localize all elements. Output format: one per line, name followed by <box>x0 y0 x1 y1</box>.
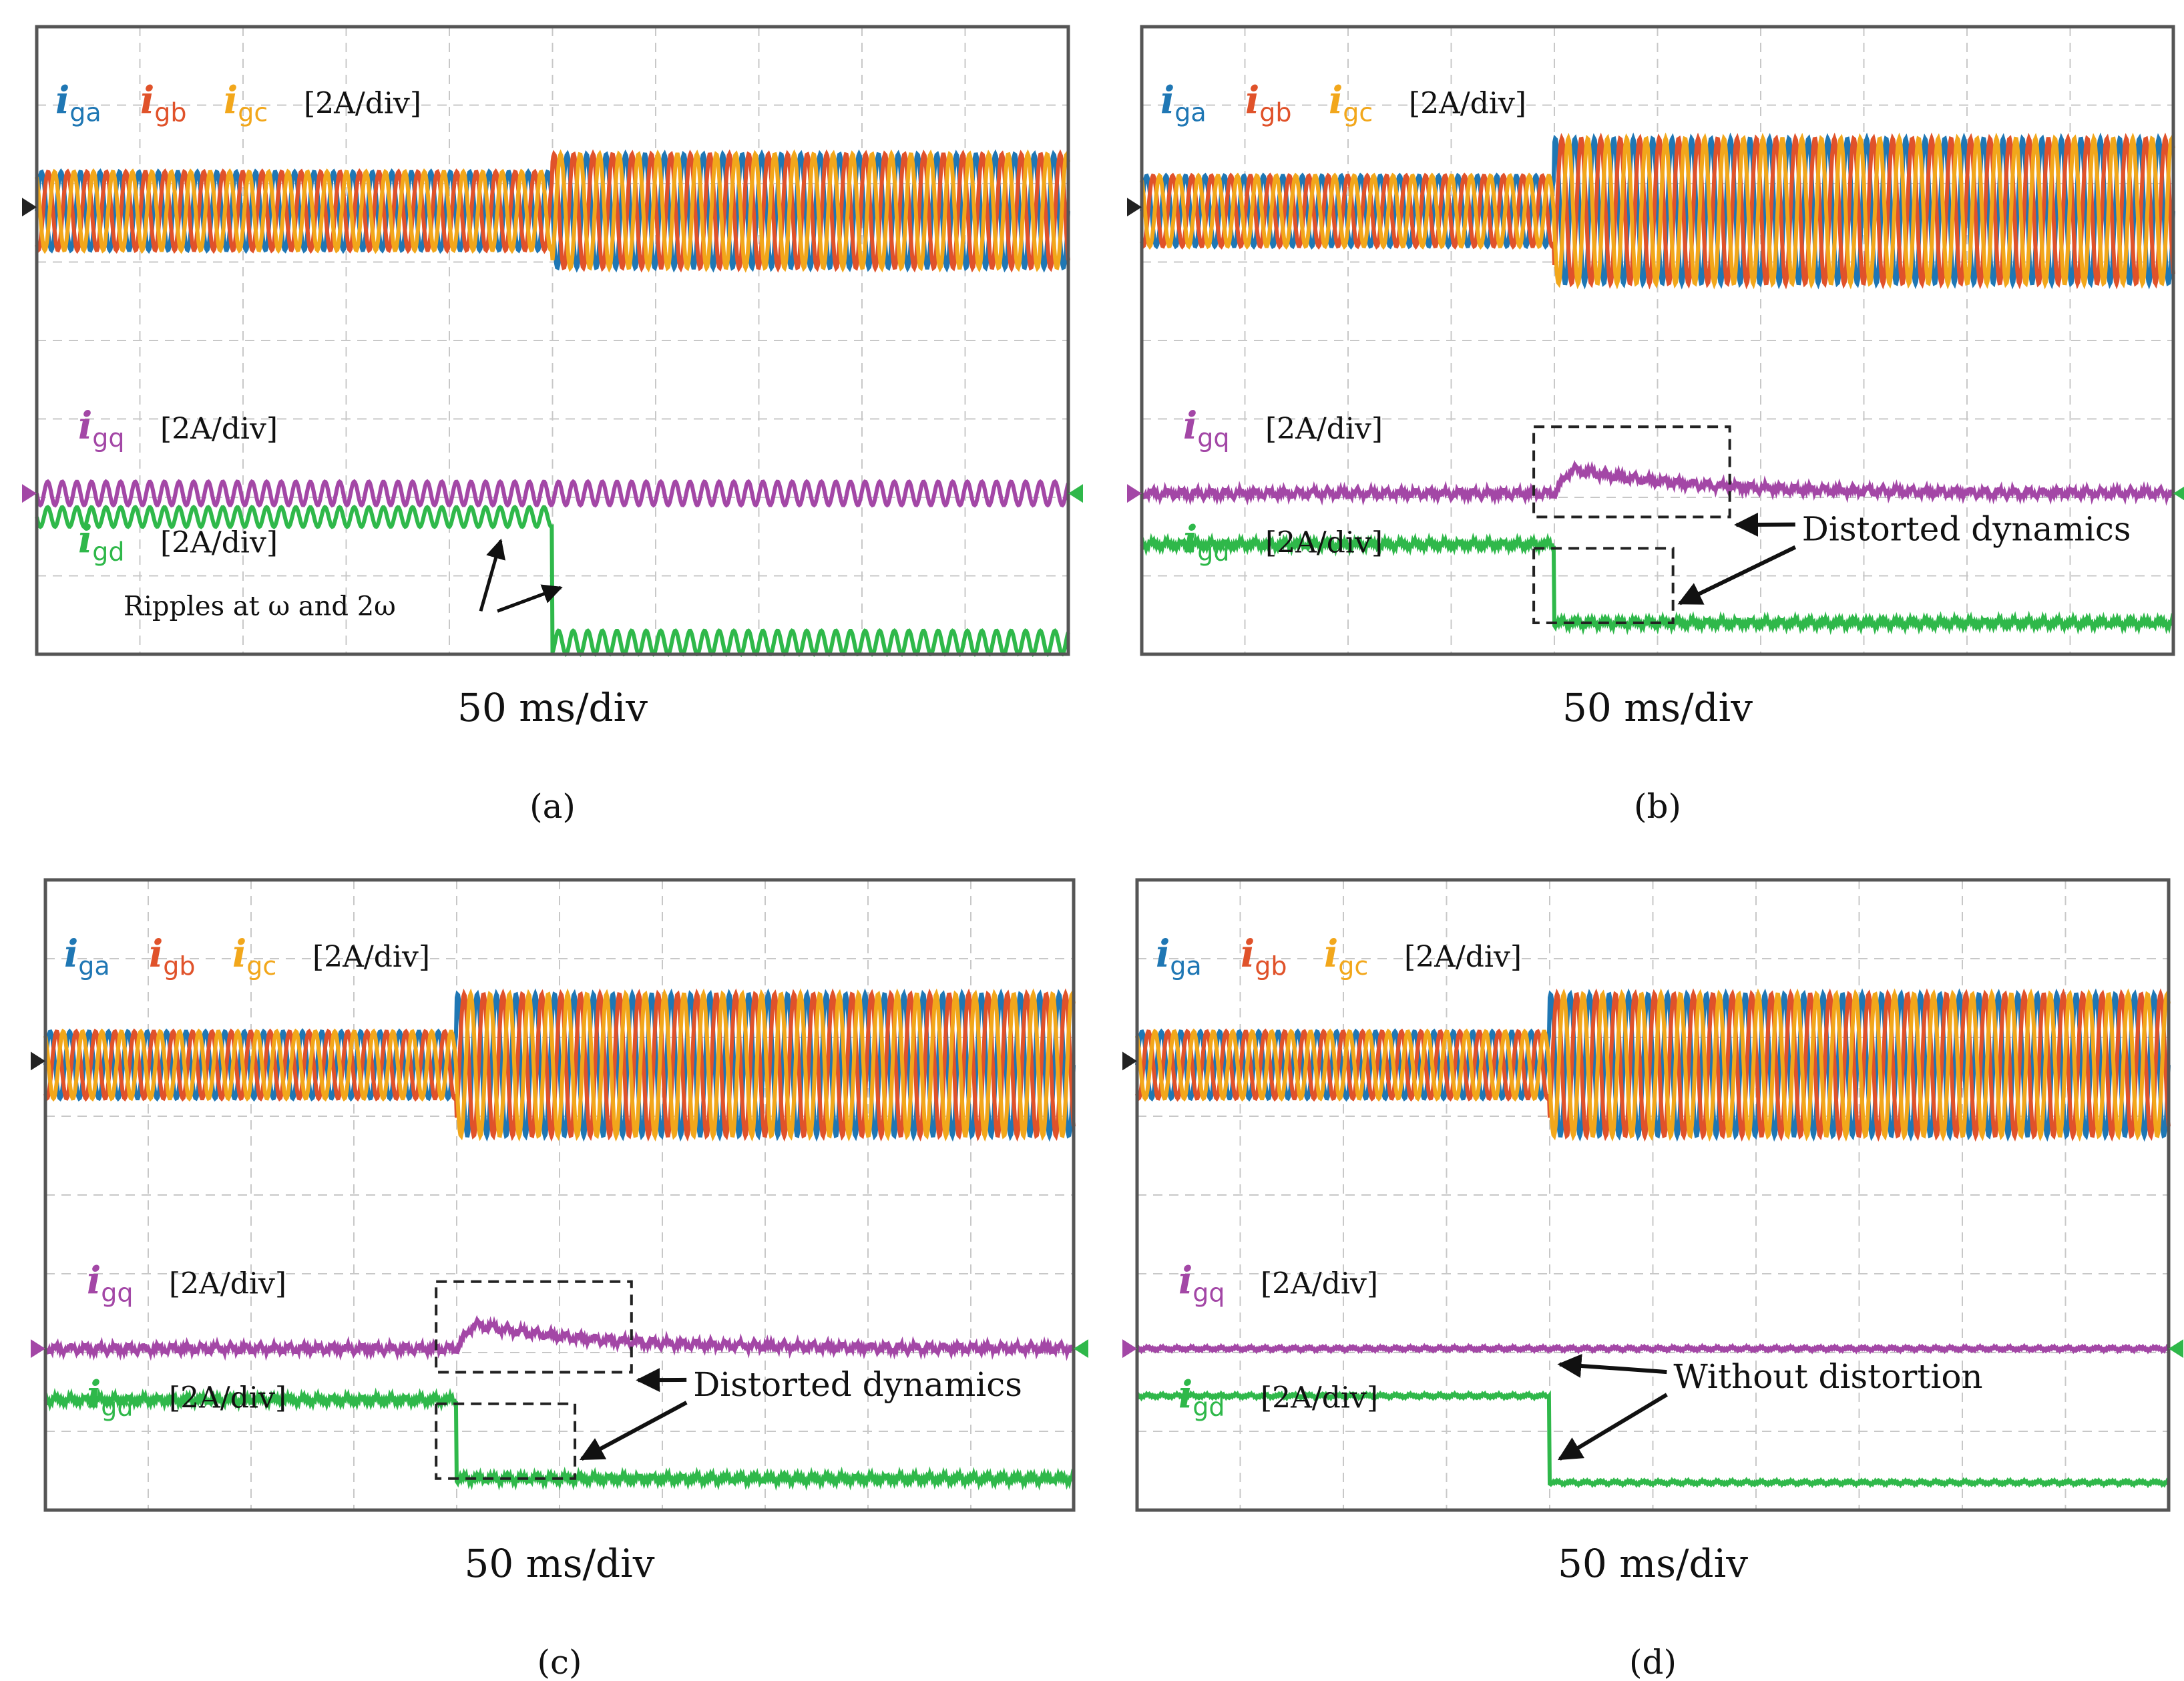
trace-igb <box>1140 132 2175 290</box>
annotation-arrow <box>1677 545 1797 606</box>
ground-marker-abc <box>31 1051 45 1071</box>
trace-iga <box>35 149 1070 273</box>
trace-igq <box>1135 1343 2170 1355</box>
dashed-box-igq <box>1532 425 1731 519</box>
annotation-ripples: Ripples at ω and 2ω <box>124 591 396 622</box>
annotation-arrow <box>497 584 563 613</box>
caption: (c) <box>537 1643 582 1681</box>
trace-iga <box>1140 132 2175 290</box>
trace-igb <box>35 149 1070 273</box>
label-igb: igb <box>1245 78 1292 127</box>
label-igq: igq <box>87 1259 134 1308</box>
plot-frame <box>1140 25 2175 656</box>
label-igq-scale: [2A/div] <box>1265 412 1383 446</box>
dashed-box-igq <box>435 1280 633 1374</box>
ground-marker-igd <box>2169 1339 2183 1359</box>
label-abc-scale: [2A/div] <box>1409 86 1526 120</box>
label-igb: igb <box>1241 932 1287 981</box>
trace-iga <box>1135 988 2171 1142</box>
plot-frame <box>43 878 1076 1512</box>
trace-igd <box>1135 1390 2170 1489</box>
panel-d: iga igb igc [2A/div] igq [2A/div] igd [2A/div] W… <box>1122 878 2183 1681</box>
label-igb: igb <box>149 932 196 981</box>
label-abc-scale: [2A/div] <box>304 86 421 120</box>
label-iga: iga <box>1160 78 1207 127</box>
label-iga: iga <box>64 932 110 981</box>
annotation-arrow <box>479 538 506 612</box>
label-igd-scale: [2A/div] <box>160 525 278 559</box>
label-abc-scale: [2A/div] <box>312 940 430 974</box>
annotation-without: Without distortion <box>1673 1357 1982 1396</box>
trace-igq <box>43 1314 1076 1361</box>
trace-igq <box>1140 459 2175 506</box>
ground-marker-abc <box>1127 198 1142 217</box>
trace-igq <box>35 479 1070 508</box>
caption: (b) <box>1634 787 1681 826</box>
label-iga: iga <box>1156 932 1202 981</box>
annotation-arrow <box>579 1401 688 1461</box>
label-igd: igd <box>1183 517 1230 566</box>
xlabel: 50 ms/div <box>1558 1541 1748 1586</box>
label-igd-scale: [2A/div] <box>1265 525 1383 559</box>
caption: (a) <box>529 787 576 826</box>
xlabel: 50 ms/div <box>1562 685 1753 730</box>
ground-marker-igd <box>2173 486 2184 501</box>
dashed-box-igd <box>1532 547 1675 624</box>
ground-marker-abc <box>22 198 37 217</box>
grid <box>1142 27 2173 654</box>
ground-marker-igd <box>1068 484 1083 503</box>
caption: (d) <box>1629 1643 1677 1681</box>
label-igd: igd <box>1178 1373 1225 1422</box>
trace-igc <box>35 149 1070 273</box>
grid <box>1137 880 2169 1510</box>
label-igd: igd <box>87 1373 134 1422</box>
label-igd-scale: [2A/div] <box>169 1381 286 1415</box>
label-igb: igb <box>140 78 187 127</box>
panel-a: iga igb igc [2A/div] igq [2A/div] igd [2A/div] R… <box>22 25 1083 826</box>
label-igc: igc <box>224 78 268 127</box>
label-igq: igq <box>78 404 125 453</box>
xlabel: 50 ms/div <box>457 685 648 730</box>
plot-frame <box>1135 878 2171 1512</box>
xlabel: 50 ms/div <box>465 1541 655 1586</box>
trace-iga <box>43 988 1076 1142</box>
trace-igc <box>43 988 1076 1142</box>
ground-marker-igq <box>1122 1339 1137 1359</box>
grid <box>45 880 1074 1510</box>
label-igd: igd <box>78 517 125 566</box>
annotation-distorted: Distorted dynamics <box>1802 510 2131 549</box>
annotation-distorted: Distorted dynamics <box>693 1365 1022 1404</box>
label-igq-scale: [2A/div] <box>1261 1267 1378 1301</box>
panel-b: iga igb igc [2A/div] igq [2A/div] igd [2A/div] D… <box>1127 25 2184 826</box>
ground-marker-igq <box>1127 484 1142 503</box>
trace-igd <box>1140 532 2175 636</box>
label-igq-scale: [2A/div] <box>169 1267 286 1301</box>
panel-c: iga igb igc [2A/div] igq [2A/div] igd [2A/div] D… <box>31 878 1088 1681</box>
plot-frame <box>35 25 1070 656</box>
label-igc: igc <box>232 932 276 981</box>
label-igq-scale: [2A/div] <box>160 412 278 446</box>
trace-igc <box>1140 132 2175 290</box>
label-igq: igq <box>1178 1259 1225 1308</box>
trace-igb <box>43 988 1076 1142</box>
ground-marker-igd <box>1074 1339 1088 1359</box>
trace-igd <box>43 1387 1076 1491</box>
label-igq: igq <box>1183 404 1230 453</box>
label-igc: igc <box>1324 932 1368 981</box>
label-iga: iga <box>55 78 101 127</box>
trace-igb <box>1135 988 2171 1142</box>
label-igc: igc <box>1329 78 1373 127</box>
ground-marker-igq <box>31 1339 45 1359</box>
annotation-arrow <box>1557 1393 1668 1461</box>
ground-marker-igq <box>22 484 37 503</box>
trace-igc <box>1135 988 2171 1142</box>
label-abc-scale: [2A/div] <box>1404 940 1522 974</box>
annotation-arrow <box>1557 1354 1667 1378</box>
label-igd-scale: [2A/div] <box>1261 1381 1378 1415</box>
ground-marker-abc <box>1122 1051 1137 1071</box>
dashed-box-igd <box>435 1402 577 1480</box>
